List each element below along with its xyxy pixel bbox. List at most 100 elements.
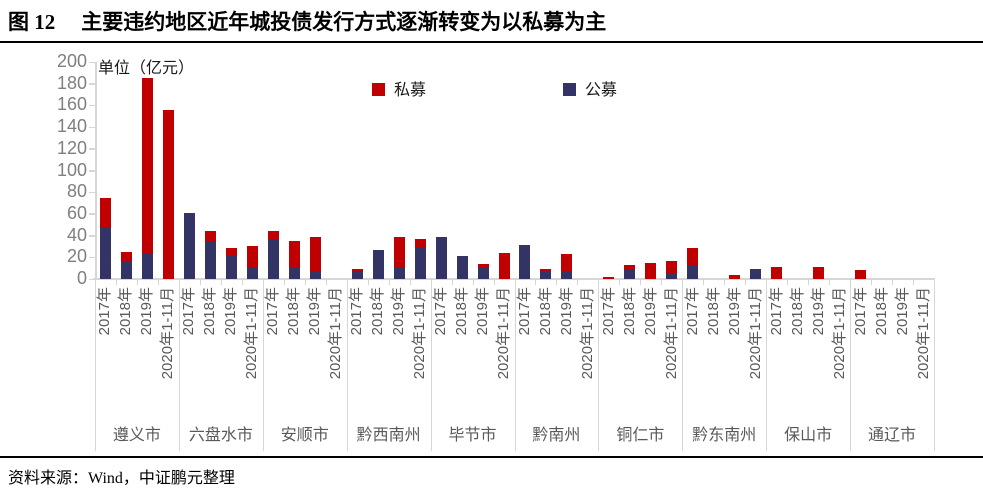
bar-segment-public: [267, 238, 279, 279]
y-axis-tick: [89, 170, 95, 172]
axis-unit-label: 单位（亿元）: [98, 60, 195, 77]
x-year-label: 2019年: [474, 287, 492, 336]
bar-segment-public: [561, 271, 573, 279]
x-year-label: 2020年1-11月: [411, 287, 429, 380]
x-year-label: 2019年: [390, 287, 408, 336]
x-axis-tick: [136, 280, 138, 285]
x-year-label: 2018年: [369, 287, 387, 336]
x-axis-tick: [388, 280, 390, 285]
x-year-label: 2019年: [222, 287, 240, 336]
bar-segment-private: [666, 260, 678, 274]
x-year-label: 2017年: [599, 287, 617, 336]
x-city-label: 保山市: [784, 427, 833, 444]
bar-segment-private: [393, 236, 405, 269]
source-note: 资料来源：Wind，中证鹏元整理: [8, 470, 235, 487]
bar-segment-public: [477, 268, 489, 279]
bar-segment-public: [393, 268, 405, 279]
x-year-label: 2018年: [536, 287, 554, 336]
legend-item: 公募: [563, 76, 617, 99]
x-axis-tick: [640, 280, 642, 285]
bar-segment-private: [225, 247, 237, 257]
bar-segment-private: [351, 269, 363, 272]
x-year-label: 2019年: [138, 287, 156, 336]
bar-segment-public: [372, 249, 384, 279]
bar-segment-public: [246, 268, 258, 279]
x-year-label: 2020年1-11月: [495, 287, 512, 380]
x-axis-tick: [892, 280, 894, 285]
y-tick-label: 0: [76, 268, 87, 288]
bar-segment-private: [561, 254, 573, 272]
x-axis-tick: [451, 280, 453, 285]
x-year-label: 2020年1-11月: [243, 287, 261, 380]
x-axis-tick: [619, 280, 621, 285]
x-city-label: 黔南州: [532, 427, 581, 444]
x-year-label: 2017年: [851, 287, 869, 336]
x-axis-tick: [493, 280, 495, 285]
x-axis-tick: [871, 280, 873, 285]
bar-segment-private: [309, 236, 321, 273]
bar-segment-private: [771, 267, 783, 279]
legend-label-public: 公募: [585, 82, 618, 99]
group-separator: [514, 280, 516, 451]
bar-segment-public: [204, 241, 216, 279]
bar-segment-private: [477, 263, 489, 269]
y-tick-label: 180: [56, 72, 87, 93]
legend-item: 私募: [372, 76, 426, 99]
y-tick-label: 80: [66, 181, 87, 202]
x-axis-tick: [199, 280, 201, 285]
source-divider-line: [0, 456, 983, 458]
y-tick-label: 100: [56, 159, 87, 180]
x-year-label: 2019年: [893, 287, 911, 336]
bar-segment-public: [99, 228, 111, 279]
x-year-label: 2017年: [348, 287, 366, 336]
x-year-label: 2018年: [453, 287, 471, 336]
x-year-label: 2018年: [117, 287, 135, 336]
x-year-label: 2018年: [201, 287, 219, 336]
x-axis-tick: [703, 280, 705, 285]
y-axis-tick: [89, 235, 95, 237]
y-tick-label: 140: [56, 116, 87, 137]
group-separator: [850, 280, 852, 451]
bar-segment-private: [204, 231, 216, 241]
bar-segment-private: [498, 252, 510, 279]
bar-segment-private: [99, 197, 111, 228]
bar-segment-public: [456, 256, 468, 279]
x-year-label: 2019年: [306, 287, 324, 336]
x-axis-tick: [367, 280, 369, 285]
legend-swatch-public: [563, 83, 576, 96]
y-axis-tick: [89, 256, 95, 259]
group-separator: [346, 280, 348, 451]
x-year-label: 2017年: [180, 287, 198, 336]
x-axis-tick: [829, 280, 831, 285]
x-year-label: 2019年: [809, 287, 827, 336]
bar-segment-private: [687, 247, 699, 265]
bar-segment-public: [666, 273, 678, 279]
group-separator: [178, 280, 180, 451]
figure-number-label: 图 12: [8, 10, 56, 34]
x-axis-tick: [283, 280, 285, 285]
x-axis-tick: [325, 280, 327, 285]
title-divider-line: [0, 41, 983, 43]
y-tick-label: 20: [66, 246, 87, 267]
bar-segment-private: [624, 264, 636, 270]
x-axis-tick: [115, 280, 117, 285]
group-separator: [262, 280, 264, 451]
y-axis-tick: [89, 61, 95, 63]
x-year-label: 2020年1-11月: [662, 287, 680, 380]
x-year-label: 2020年1-11月: [830, 287, 848, 380]
x-year-label: 2020年1-11月: [746, 287, 764, 380]
x-year-label: 2018年: [872, 287, 890, 336]
y-axis-line: [95, 62, 97, 279]
bar-segment-public: [225, 256, 237, 279]
y-tick-label: 40: [66, 224, 87, 245]
x-axis-tick: [661, 280, 663, 285]
x-city-label: 安顺市: [280, 427, 329, 444]
bar-segment-public: [687, 264, 699, 279]
bar-segment-private: [120, 251, 132, 261]
bar-segment-private: [729, 274, 741, 279]
bar-segment-public: [309, 272, 321, 279]
bar-segment-private: [414, 238, 426, 248]
bar-segment-public: [351, 271, 363, 279]
x-year-label: 2017年: [264, 287, 282, 336]
